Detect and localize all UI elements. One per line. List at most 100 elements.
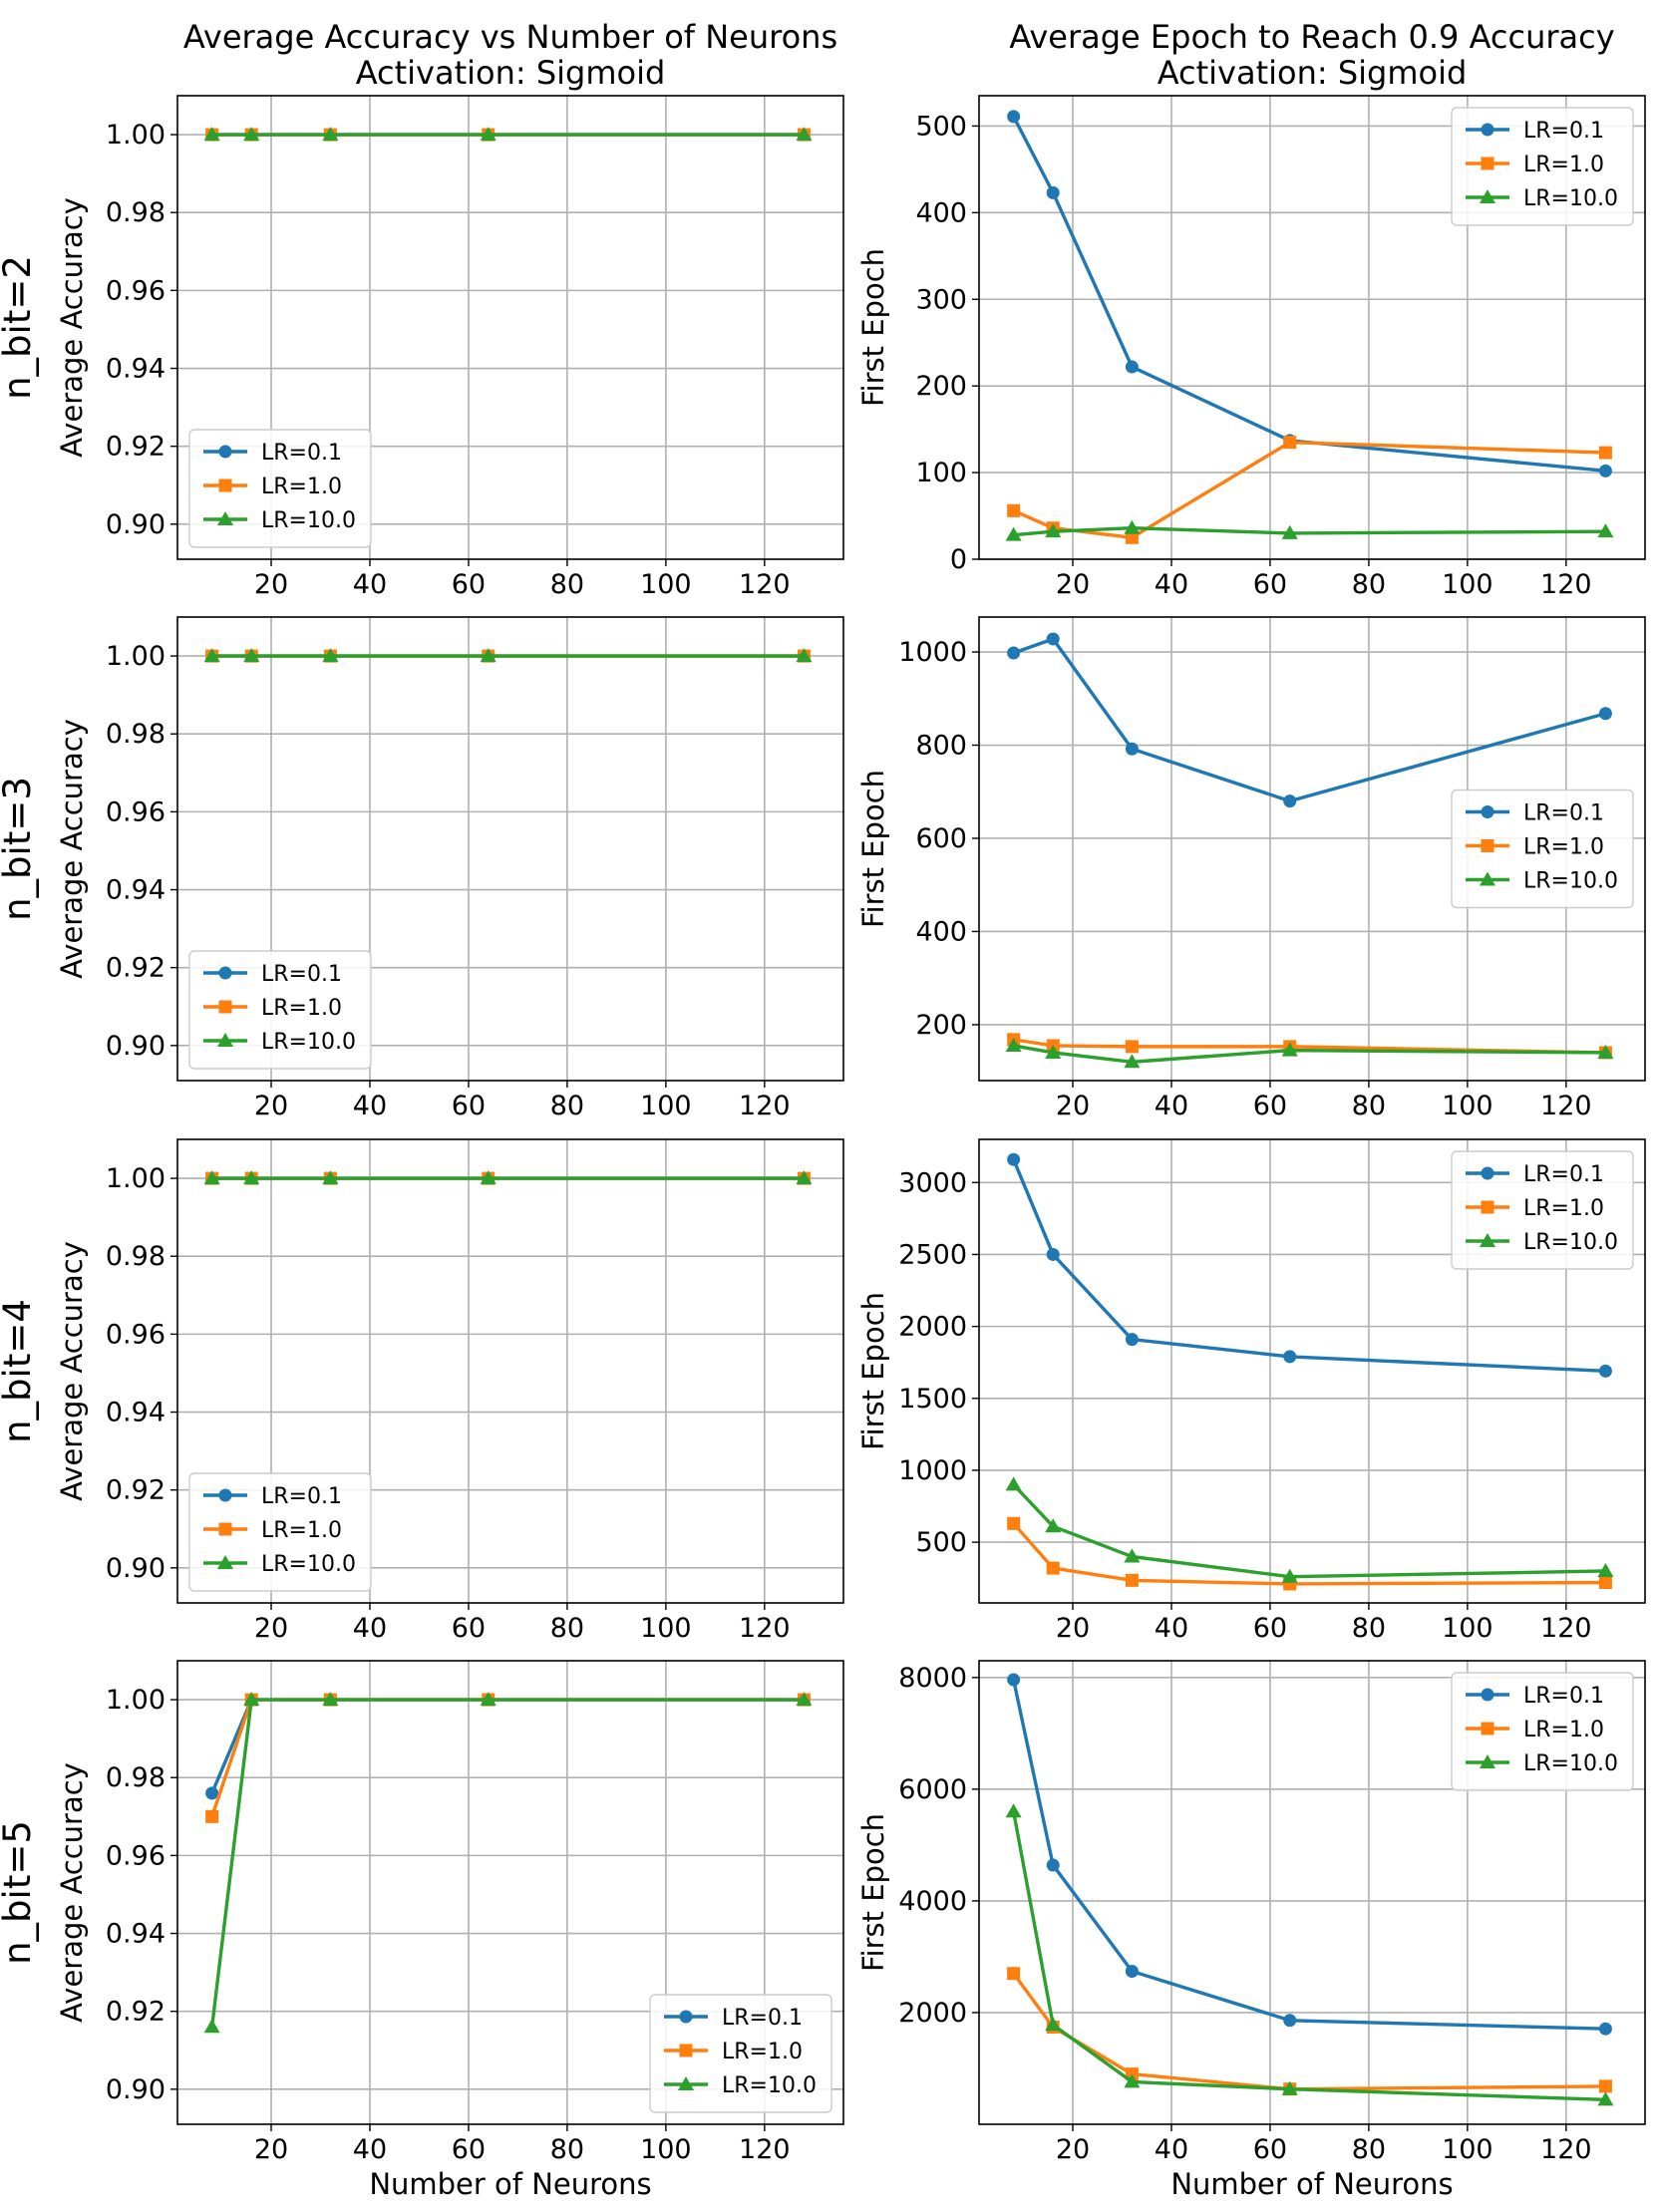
x-tick-label: 20	[254, 1613, 288, 1644]
legend-label-1: LR=1.0	[722, 2040, 803, 2064]
legend-label-1: LR=1.0	[261, 996, 342, 1021]
data-point-s1	[1598, 2079, 1612, 2093]
data-point-s0	[1046, 185, 1060, 199]
y-tick-label: 2500	[898, 1239, 967, 1270]
legend-marker-2	[1480, 871, 1495, 886]
row-label: n_bit=4	[0, 1299, 39, 1443]
y-axis-label: First Epoch	[856, 1292, 890, 1450]
x-tick-label: 20	[254, 569, 288, 600]
x-tick-label: 20	[1056, 2134, 1090, 2165]
series-line-1	[210, 1698, 805, 1817]
legend-marker-1	[218, 1000, 232, 1014]
data-point-s0	[1125, 1333, 1139, 1347]
data-point-s1	[1598, 1576, 1612, 1590]
data-point-s2	[796, 1170, 813, 1185]
data-point-s2	[1005, 1476, 1022, 1491]
x-tick-label: 60	[452, 1613, 486, 1644]
x-tick-label: 80	[1352, 1613, 1386, 1644]
x-tick-label: 40	[1155, 569, 1188, 600]
data-point-s0	[1125, 360, 1139, 374]
plot-frame	[978, 1660, 1646, 2125]
x-tick-label: 100	[1442, 569, 1493, 600]
x-tick-label: 100	[1442, 2134, 1493, 2165]
y-tick-label: 0.90	[106, 509, 166, 540]
data-point-s2	[1597, 1562, 1614, 1577]
data-point-s1	[205, 1809, 219, 1823]
data-point-s2	[1281, 2080, 1298, 2095]
x-tick-label: 20	[1056, 1091, 1090, 1121]
data-point-s0	[1046, 1858, 1060, 1872]
legend: LR=0.1 LR=1.0 LR=10.0	[1451, 1672, 1634, 1791]
y-tick-label: 100	[915, 458, 967, 488]
legend-label-0: LR=0.1	[1523, 801, 1604, 826]
legend-label-2: LR=10.0	[261, 508, 356, 533]
data-point-s2	[1005, 1803, 1022, 1818]
data-point-s2	[322, 648, 339, 663]
subplot-r2-c0: 20 40 60 80 100 120 0.90 0.92 0.94 0.96 0.98 1.00 Av…	[0, 1138, 844, 1644]
data-point-s2	[1281, 524, 1298, 539]
legend-marker-1	[218, 478, 232, 492]
legend-label-0: LR=0.1	[1523, 119, 1604, 144]
subplot-title: Activation: Sigmoid	[356, 54, 666, 92]
y-tick-label: 0.94	[106, 1919, 166, 1950]
plot-frame	[176, 95, 844, 560]
x-tick-label: 40	[353, 1091, 387, 1121]
data-point-s0	[205, 1786, 219, 1800]
y-tick-label: 600	[915, 823, 967, 854]
data-point-s1	[1598, 446, 1612, 460]
x-tick-label: 20	[254, 2134, 288, 2165]
y-tick-label: 1000	[898, 1455, 967, 1486]
row-label: n_bit=3	[0, 777, 39, 921]
y-tick-label: 0.96	[106, 275, 166, 306]
x-tick-label: 60	[1253, 1613, 1287, 1644]
plot-frame	[978, 616, 1646, 1082]
legend-marker-1	[679, 2044, 693, 2057]
data-point-s1	[1125, 1573, 1139, 1587]
subplot-r2-c1: 20 40 60 80 100 120 500 1000 1500 2000 2500 3000 Fir…	[856, 1138, 1646, 1644]
x-tick-label: 120	[1540, 569, 1592, 600]
x-tick-label: 100	[640, 569, 692, 600]
legend-label-2: LR=10.0	[261, 1552, 356, 1577]
y-tick-label: 200	[915, 1010, 967, 1041]
legend-label-1: LR=1.0	[1523, 1196, 1604, 1221]
data-point-s2	[1045, 1044, 1062, 1059]
legend-label-0: LR=0.1	[261, 1484, 342, 1509]
legend-label-0: LR=0.1	[1523, 1162, 1604, 1187]
data-point-s1	[1007, 503, 1021, 517]
y-axis-label: Average Accuracy	[55, 197, 89, 458]
y-axis-label: First Epoch	[856, 770, 890, 928]
y-tick-label: 0.92	[106, 1997, 166, 2028]
y-tick-label: 0.96	[106, 1840, 166, 1871]
subplot-r1-c0: 20 40 60 80 100 120 0.90 0.92 0.94 0.96 0.98 1.00 Av…	[0, 616, 844, 1121]
legend-marker-1	[218, 1522, 232, 1536]
x-tick-label: 80	[550, 1091, 584, 1121]
subplot-title: Average Accuracy vs Number of Neurons	[183, 18, 837, 56]
y-tick-label: 1500	[898, 1384, 967, 1415]
legend-marker-0	[218, 445, 232, 459]
legend-marker-1	[1481, 839, 1494, 852]
legend-marker-2	[1480, 189, 1495, 203]
plot-frame	[978, 1138, 1646, 1604]
legend-label-0: LR=0.1	[261, 962, 342, 987]
x-tick-label: 60	[1253, 569, 1287, 600]
x-tick-label: 100	[640, 2134, 692, 2165]
series-line-0	[1013, 637, 1606, 803]
legend-label-2: LR=10.0	[1523, 1751, 1618, 1776]
legend-marker-1	[1481, 1200, 1494, 1214]
x-tick-label: 120	[1540, 2134, 1592, 2165]
y-tick-label: 300	[915, 284, 967, 315]
series-line-2	[1012, 1483, 1606, 1579]
plot-frame	[176, 1138, 844, 1604]
legend-marker-2	[217, 1033, 233, 1047]
data-point-s2	[1281, 1042, 1298, 1057]
legend: LR=0.1 LR=1.0 LR=10.0	[1451, 107, 1634, 226]
legend-label-1: LR=1.0	[261, 1518, 342, 1543]
data-point-s0	[1598, 464, 1612, 477]
legend-marker-0	[218, 966, 232, 980]
y-tick-label: 400	[915, 197, 967, 228]
x-axis-label: Number of Neurons	[369, 2167, 651, 2201]
data-point-s2	[1005, 1037, 1022, 1052]
x-tick-label: 20	[1056, 1613, 1090, 1644]
y-axis-label: First Epoch	[856, 248, 890, 407]
